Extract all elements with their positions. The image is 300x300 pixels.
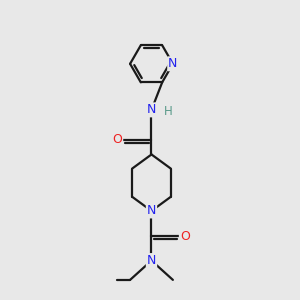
Text: O: O <box>112 133 122 146</box>
Text: H: H <box>164 105 172 118</box>
Text: N: N <box>147 254 156 267</box>
Text: N: N <box>147 103 156 116</box>
Text: O: O <box>180 230 190 243</box>
Text: N: N <box>168 57 178 70</box>
Text: N: N <box>147 204 156 218</box>
